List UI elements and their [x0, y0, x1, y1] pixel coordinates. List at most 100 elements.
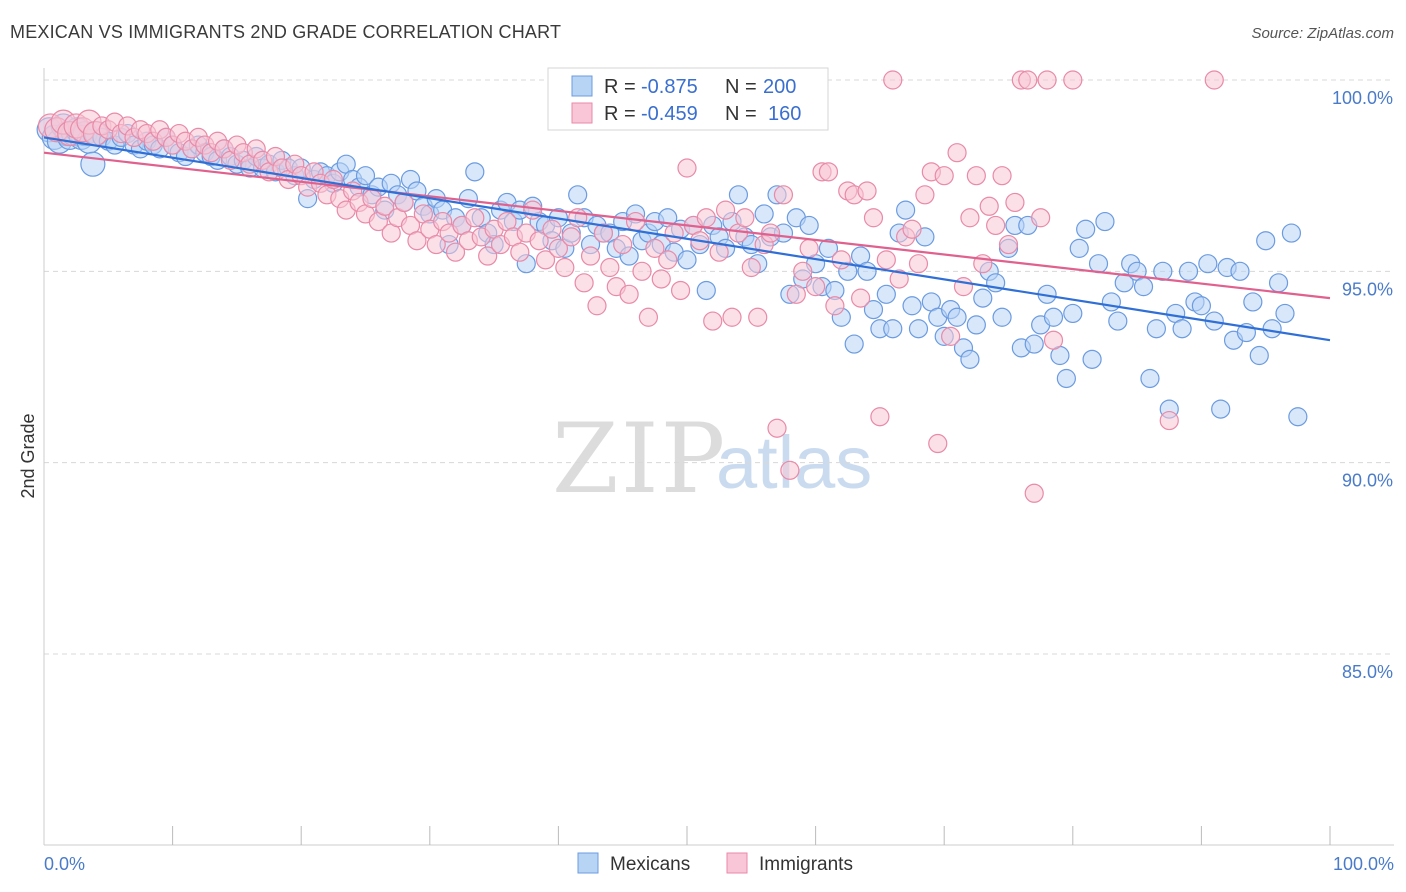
mexicans-point: [1095, 211, 1115, 232]
immigrants-point: [529, 231, 549, 251]
immigrants-point: [773, 185, 794, 205]
immigrants-point: [986, 215, 1006, 236]
mexicans-point: [1108, 311, 1128, 331]
watermark-zip: ZIP: [552, 403, 727, 515]
bottom-legend-label-mexicans: Mexicans: [610, 854, 690, 875]
x-tick-label-min: 0.0%: [44, 854, 85, 874]
immigrants-point: [947, 143, 967, 163]
immigrants-point: [1037, 70, 1057, 90]
immigrants-point: [735, 208, 755, 228]
legend-n-value-1: 200: [763, 76, 796, 98]
immigrants-point: [574, 273, 594, 293]
mexicans-point: [1211, 399, 1231, 419]
mexicans-point: [1056, 368, 1076, 389]
immigrants-point: [535, 250, 556, 270]
mexicans-point: [696, 280, 716, 301]
mexicans-point: [1191, 296, 1212, 316]
mexicans-point: [973, 288, 993, 308]
mexicans-point: [902, 296, 922, 316]
watermark: ZIP atlas: [552, 403, 872, 515]
mexicans-point: [1069, 238, 1089, 258]
immigrants-point: [1043, 330, 1064, 350]
mexicans-point: [818, 238, 839, 258]
mexicans-point: [355, 166, 376, 186]
immigrants-point: [966, 166, 986, 186]
mexicans-point: [960, 349, 980, 369]
mexicans-point: [799, 215, 819, 236]
mexicans-point: [1230, 261, 1250, 281]
mexicans-point: [992, 307, 1012, 327]
y-tick-labels: 100.0% 95.0% 90.0% 85.0%: [1332, 88, 1393, 682]
immigrants-point: [767, 418, 787, 438]
mexicans-point: [1172, 319, 1192, 339]
legend-r-value-2: -0.459: [641, 103, 698, 125]
immigrants-point: [478, 246, 498, 266]
legend-n-value-2: 160: [768, 103, 801, 125]
immigrants-point: [793, 261, 813, 281]
mexicans-point: [1275, 303, 1295, 324]
y-axis-label: 2nd Grade: [18, 413, 38, 498]
trend-line-immigrants: [43, 151, 1331, 300]
x-axis-ticks: [172, 826, 1331, 845]
immigrants-point: [426, 234, 446, 255]
mexicans-point: [1262, 319, 1282, 339]
mexicans-point: [1088, 254, 1109, 274]
immigrants-point: [870, 407, 890, 427]
bottom-legend: Mexicans Immigrants: [577, 852, 853, 875]
legend-r-label-2: R =: [604, 103, 636, 125]
immigrants-point: [664, 223, 684, 243]
immigrants-point: [548, 238, 569, 258]
immigrants-point: [998, 234, 1019, 255]
immigrants-point: [722, 307, 742, 327]
mexicans-point: [883, 319, 903, 339]
immigrants-point: [625, 211, 646, 232]
mexicans-point: [465, 162, 485, 182]
mexicans-point: [677, 250, 697, 270]
trend-line-mexicans: [43, 136, 1331, 342]
mexicans-point: [896, 200, 916, 220]
immigrants-point: [600, 257, 620, 278]
mexicans-point: [1249, 345, 1269, 366]
immigrants-point: [1018, 70, 1038, 90]
mexicans-point: [1133, 277, 1154, 297]
immigrants-point: [934, 166, 954, 186]
immigrants-point: [851, 288, 871, 308]
immigrants-point: [1005, 192, 1025, 213]
mexicans-point: [1281, 223, 1302, 243]
mexicans-point: [1024, 334, 1044, 354]
mexicans-point: [1063, 303, 1083, 324]
y-tick-label: 100.0%: [1332, 88, 1393, 108]
gridlines: [44, 79, 1394, 655]
mexicans-point: [1178, 261, 1199, 281]
mexicans-point: [1198, 254, 1218, 274]
immigrants-point: [445, 242, 466, 262]
mexicans-point: [1076, 219, 1096, 239]
mexicans-point: [1243, 292, 1263, 312]
mexicans-point: [857, 261, 877, 281]
immigrants-point: [1063, 70, 1083, 90]
legend-n-label-1: N =: [725, 76, 757, 98]
y-tick-label: 95.0%: [1342, 279, 1393, 299]
immigrants-point: [741, 257, 761, 278]
immigrants-point: [928, 433, 948, 454]
chart-title: MEXICAN VS IMMIGRANTS 2ND GRADE CORRELAT…: [10, 22, 561, 42]
immigrants-point: [580, 246, 601, 266]
immigrants-point: [786, 284, 806, 304]
mexicans-point: [728, 185, 749, 205]
mexicans-point: [1256, 231, 1276, 251]
immigrants-point: [979, 196, 999, 216]
mexicans-point: [876, 284, 896, 304]
mexicans-point: [863, 300, 884, 320]
immigrants-point: [818, 162, 839, 182]
immigrants-point: [593, 223, 614, 243]
immigrants-point: [831, 250, 851, 270]
legend-r-label-1: R =: [604, 76, 636, 98]
immigrants-point: [542, 219, 562, 239]
immigrants-point: [889, 269, 909, 289]
immigrants-point: [748, 307, 768, 327]
immigrants-point: [715, 200, 736, 220]
immigrants-point: [992, 166, 1012, 186]
mexicans-point: [908, 319, 929, 339]
immigrants-point: [638, 307, 659, 327]
